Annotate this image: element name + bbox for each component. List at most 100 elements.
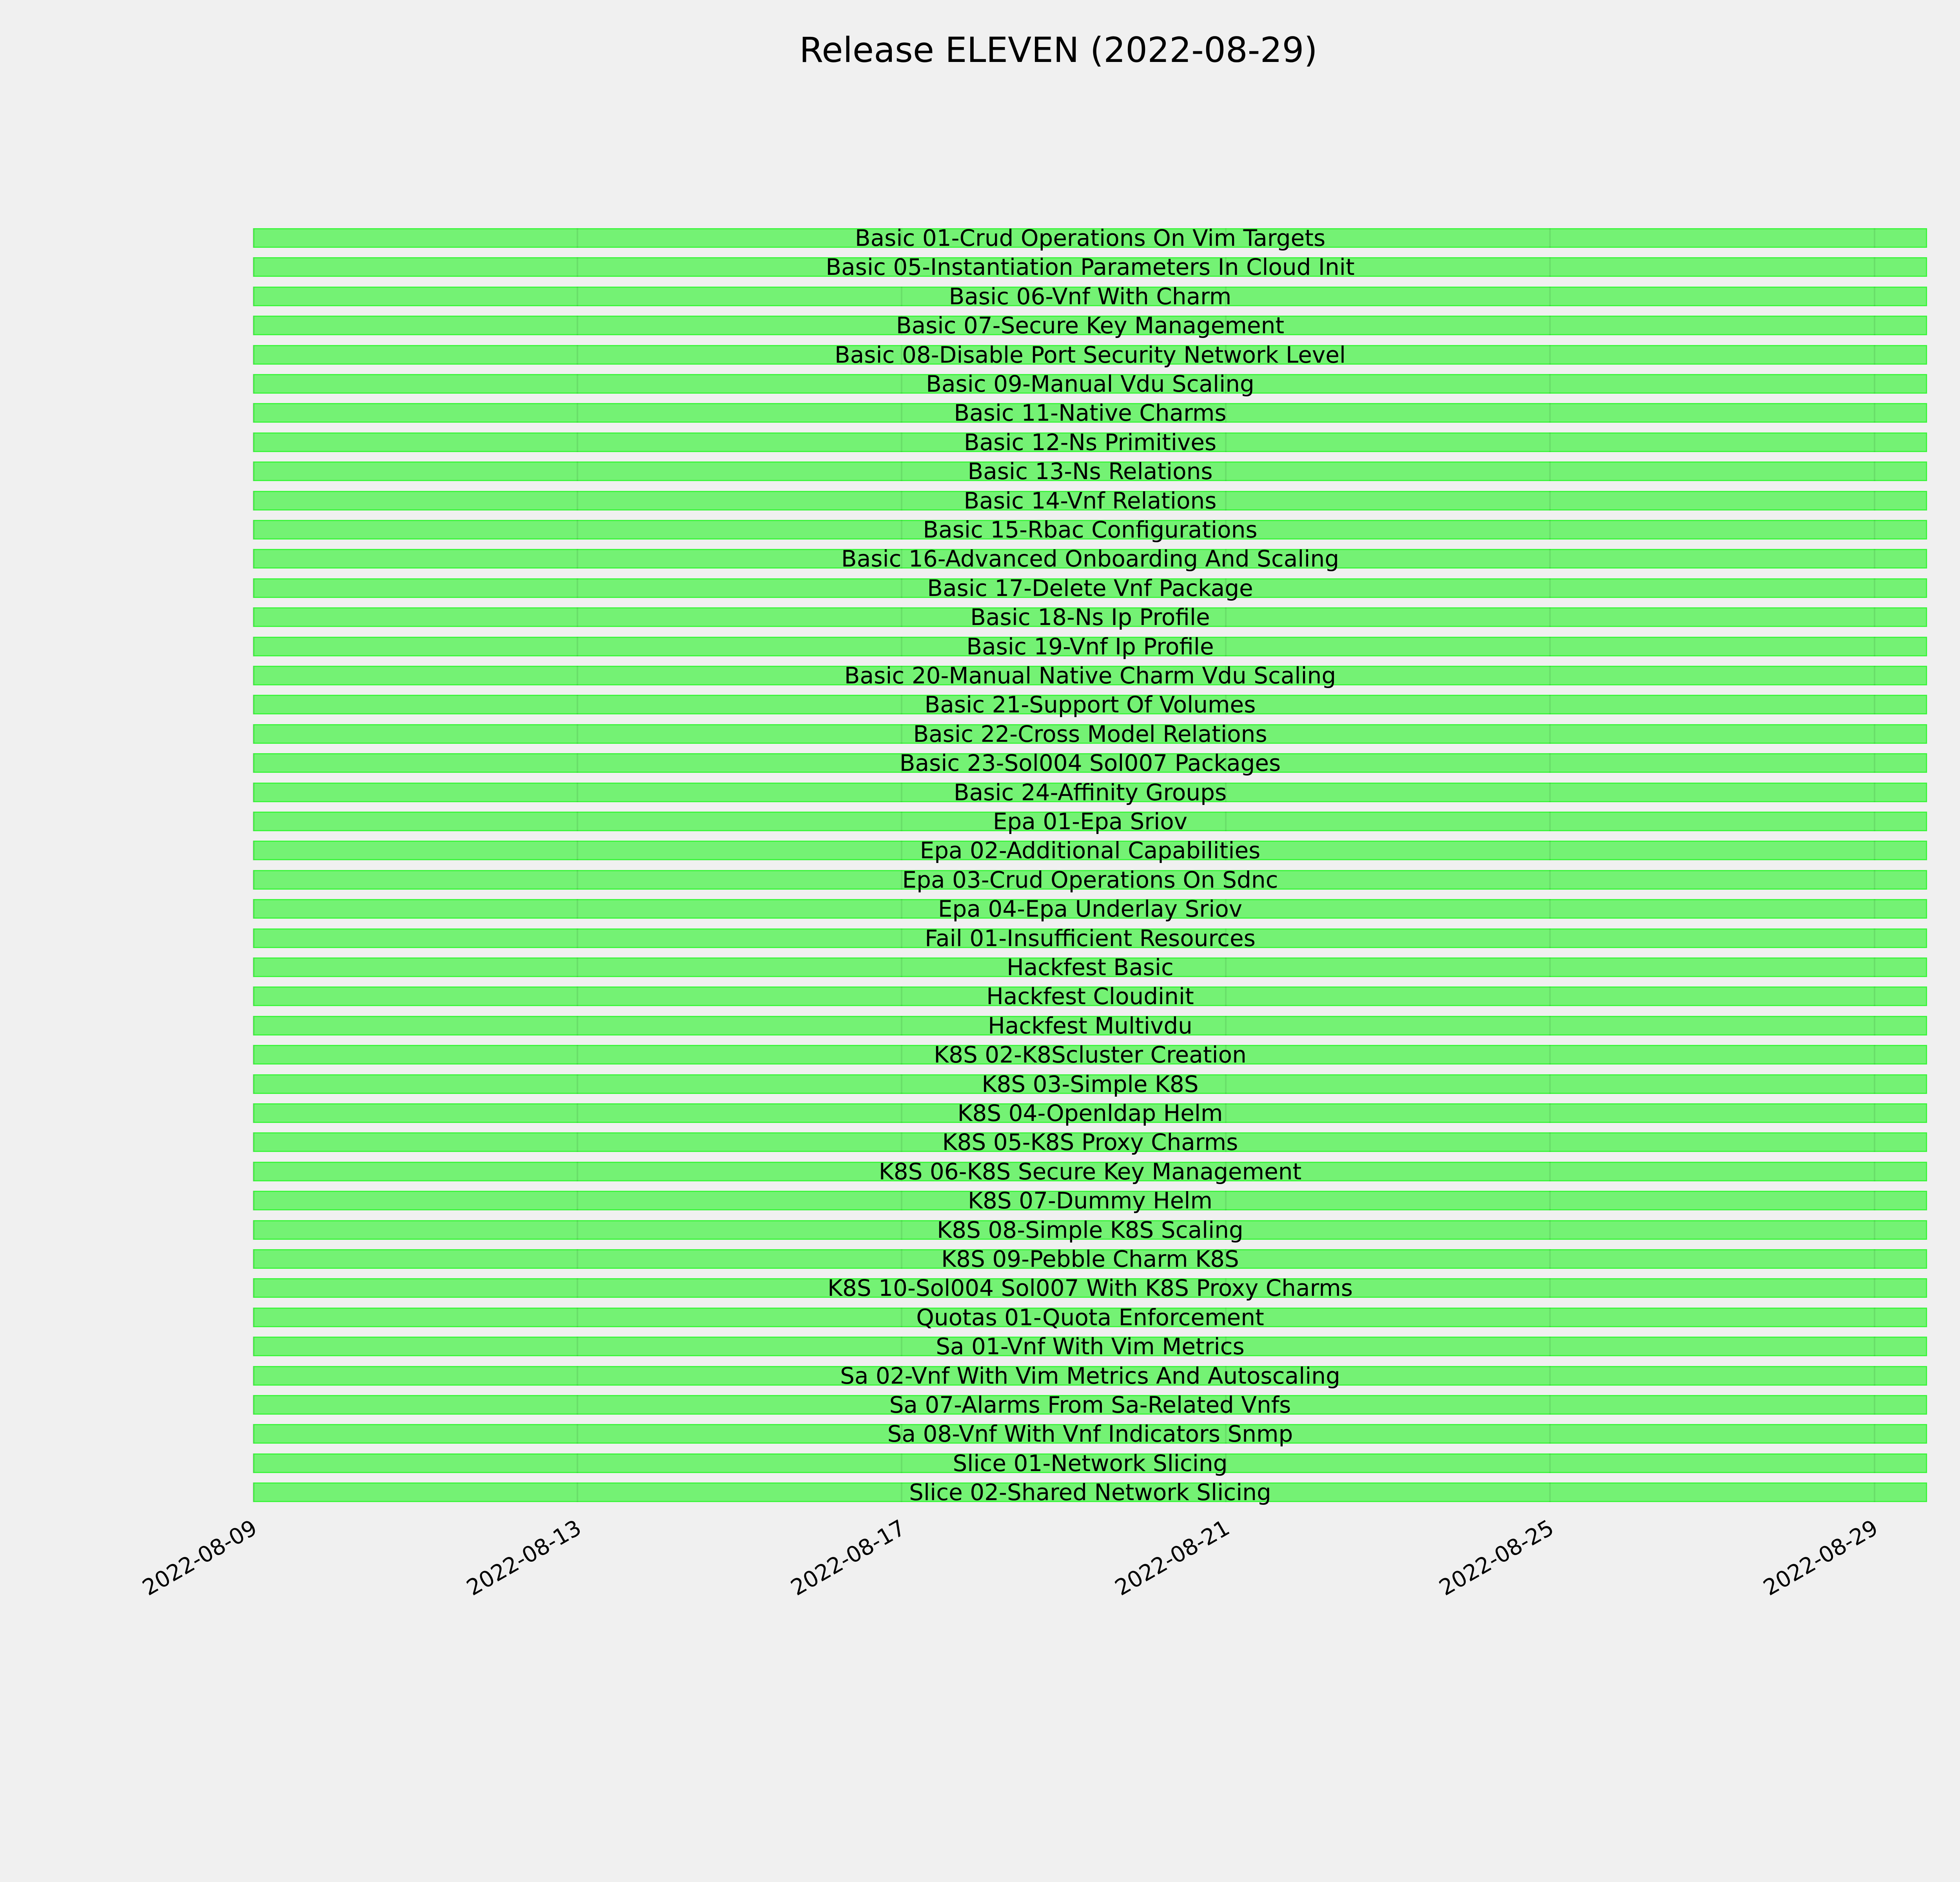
gantt-row: Sa 02-Vnf With Vim Metrics And Autoscali… [252, 1362, 1927, 1389]
gantt-row: Epa 01-Epa Sriov [252, 810, 1927, 833]
gantt-row: Epa 04-Epa Underlay Sriov [252, 897, 1927, 920]
task-bar-label: K8S 04-Openldap Helm [957, 1100, 1223, 1126]
grid-line [1225, 257, 1227, 277]
grid-line [1225, 1161, 1227, 1181]
grid-line [252, 228, 254, 248]
task-bar [253, 1453, 1927, 1473]
grid-line [1225, 1015, 1227, 1035]
gantt-row: K8S 06-K8S Secure Key Management [252, 1160, 1927, 1183]
grid-line [1549, 607, 1551, 627]
grid-line [577, 316, 579, 336]
task-bar [253, 986, 1927, 1006]
gantt-row: Epa 03-Crud Operations On Sdnc [252, 868, 1927, 891]
task-bar [253, 549, 1927, 569]
grid-line [1549, 666, 1551, 685]
task-bar-label: Sa 07-Alarms From Sa-Related Vnfs [889, 1392, 1291, 1418]
grid-line [1225, 1191, 1227, 1211]
grid-line [252, 1191, 254, 1211]
grid-line [901, 257, 903, 277]
grid-line [252, 1015, 254, 1035]
grid-line [1549, 520, 1551, 540]
grid-line [1873, 316, 1875, 336]
gantt-row: K8S 02-K8Scluster Creation [252, 1043, 1927, 1066]
grid-line [1873, 520, 1875, 540]
gantt-row: Basic 07-Secure Key Management [252, 314, 1927, 337]
gantt-row: Sa 01-Vnf With Vim Metrics [252, 1333, 1927, 1360]
grid-line [252, 636, 254, 656]
grid-line [1225, 812, 1227, 831]
grid-line [901, 666, 903, 685]
grid-line [1225, 1278, 1227, 1298]
grid-line [1873, 461, 1875, 481]
grid-line [252, 1132, 254, 1152]
grid-line [1873, 403, 1875, 423]
grid-line [1549, 1015, 1551, 1035]
grid-line [1225, 870, 1227, 890]
task-bar-label: Basic 20-Manual Native Charm Vdu Scaling [844, 662, 1336, 689]
grid-line [577, 957, 579, 977]
grid-line [1873, 374, 1875, 394]
grid-line [1549, 1395, 1551, 1415]
task-bar-label: K8S 07-Dummy Helm [967, 1187, 1212, 1214]
task-bar-label: Fail 01-Insufficient Resources [925, 925, 1256, 952]
task-bar-label: K8S 08-Simple K8S Scaling [937, 1216, 1243, 1243]
grid-line [1549, 1278, 1551, 1298]
grid-line [1873, 1132, 1875, 1152]
grid-line [901, 1307, 903, 1327]
grid-line [901, 1366, 903, 1386]
grid-line [252, 461, 254, 481]
grid-line [1225, 666, 1227, 685]
task-bar [253, 1366, 1927, 1386]
task-bar-label: Basic 17-Delete Vnf Package [927, 574, 1253, 601]
task-bar-label: Basic 24-Affinity Groups [953, 779, 1227, 806]
grid-line [252, 432, 254, 452]
task-bar-label: K8S 05-K8S Proxy Charms [942, 1129, 1238, 1156]
grid-line [1873, 1424, 1875, 1444]
task-bar-label: Basic 15-Rbac Configurations [923, 516, 1258, 543]
task-bar [253, 1103, 1927, 1123]
task-bar [253, 432, 1927, 452]
task-bar-label: Sa 08-Vnf With Vnf Indicators Snmp [887, 1421, 1293, 1448]
grid-line [252, 1074, 254, 1094]
task-bar-label: Basic 21-Support Of Volumes [924, 691, 1256, 718]
grid-line [1873, 986, 1875, 1006]
gantt-row: Basic 16-Advanced Onboarding And Scaling [252, 547, 1927, 570]
grid-line [1225, 1307, 1227, 1327]
grid-line [1873, 549, 1875, 569]
grid-line [252, 1249, 254, 1269]
task-bar [253, 1045, 1927, 1065]
grid-line [1225, 345, 1227, 365]
grid-line [1873, 782, 1875, 802]
gantt-row: Quotas 01-Quota Enforcement [252, 1306, 1927, 1329]
task-bar-label: Slice 01-Network Slicing [953, 1450, 1228, 1477]
grid-line [1549, 1191, 1551, 1211]
grid-line [577, 1191, 579, 1211]
grid-line [577, 228, 579, 248]
grid-line [1225, 1249, 1227, 1269]
grid-line [1873, 1453, 1875, 1473]
task-bar-label: Sa 02-Vnf With Vim Metrics And Autoscali… [840, 1362, 1340, 1389]
gantt-row: Sa 08-Vnf With Vnf Indicators Snmp [252, 1421, 1927, 1448]
grid-line [577, 490, 579, 510]
grid-line [901, 1132, 903, 1152]
grid-line [1549, 1366, 1551, 1386]
grid-line [577, 607, 579, 627]
grid-line [252, 316, 254, 336]
x-tick-label: 2022-08-25 [1435, 1515, 1558, 1601]
x-tick-label: 2022-08-29 [1759, 1515, 1883, 1601]
task-bar [253, 316, 1927, 336]
x-tick-label: 2022-08-09 [138, 1515, 261, 1601]
grid-line [1873, 345, 1875, 365]
grid-line [1549, 986, 1551, 1006]
grid-line [252, 782, 254, 802]
task-bar [253, 1132, 1927, 1152]
grid-line [577, 1453, 579, 1473]
grid-line [1549, 1220, 1551, 1240]
task-bar [253, 1395, 1927, 1415]
task-bar-label: Basic 01-Crud Operations On Vim Targets [855, 225, 1326, 251]
gantt-row: Basic 21-Support Of Volumes [252, 691, 1927, 718]
task-bar-label: Sa 01-Vnf With Vim Metrics [936, 1333, 1245, 1360]
grid-line [1873, 928, 1875, 948]
grid-line [1225, 461, 1227, 481]
